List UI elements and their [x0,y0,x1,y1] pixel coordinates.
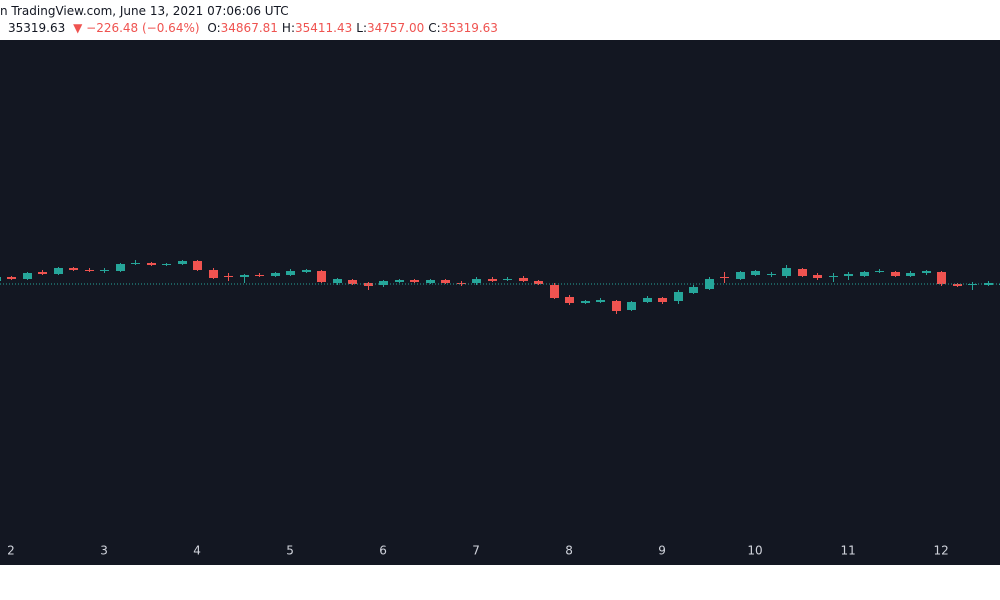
candle-body [643,298,652,302]
candle-body [875,271,884,272]
candle-body [457,283,466,284]
candle-body [503,279,512,280]
x-tick-label: 9 [658,544,666,558]
x-tick-label: 11 [840,544,855,558]
x-tick-label: 10 [747,544,762,558]
candle-body [38,272,47,274]
candle-body [674,292,683,301]
ohlc-label: O: [207,21,221,35]
x-tick-label: 8 [565,544,573,558]
candle-body [100,270,109,271]
header: n TradingView.com, June 13, 2021 07:06:0… [0,0,1000,40]
candle-body [255,275,264,276]
candle-body [720,277,729,278]
candle-body [519,278,528,281]
candle-body [829,276,838,277]
candle-body [426,280,435,283]
ohlc-label: L: [356,21,367,35]
candle-body [891,272,900,276]
ohlc: O:34867.81 H:35411.43 L:34757.00 C:35319.63 [203,21,498,35]
x-tick-label: 5 [286,544,294,558]
candle-body [224,276,233,277]
candle-body [240,275,249,277]
candle-body [271,273,280,276]
price: 35319.63 [8,21,66,35]
candle-body [317,271,326,282]
candle-body [488,279,497,281]
candle-body [410,280,419,282]
candle-body [23,273,32,279]
candle-body [565,297,574,303]
candle-body [813,275,822,278]
candle-body [364,283,373,286]
candle-body [193,261,202,270]
chart: 2 3 4 5 6 7 8 9 10 11 12 [0,40,1000,565]
candle-body [860,272,869,276]
candle-body [286,271,295,275]
x-tick-label: 7 [472,544,480,558]
candle-body [798,269,807,276]
candle-body [178,261,187,264]
candle-body [767,274,776,275]
candle-body [147,263,156,265]
ohlc-label: C: [428,21,441,35]
x-tick-label: 6 [379,544,387,558]
quote-line: 35319.63 ▼ −226.48 (−0.64%) O:34867.81 H:… [8,21,498,35]
x-tick-label: 4 [193,544,201,558]
plot-background [0,40,1000,565]
candle-body [581,301,590,303]
candle-body [782,268,791,276]
candle-body [472,279,481,283]
candle-body [395,280,404,282]
candle-body [844,274,853,276]
change: ▼ −226.48 (−0.64%) [73,21,200,35]
candle-body [69,268,78,270]
candle-body [953,284,962,286]
candle-body [612,301,621,311]
ohlc-value: 35319.63 [440,21,498,35]
candle-body [209,270,218,278]
candle-body [379,281,388,285]
ohlc-value: 35411.43 [295,21,353,35]
candle-body [937,272,946,284]
candle-body [689,287,698,293]
candle-body [705,279,714,289]
candle-body [550,285,559,298]
candle-body [162,264,171,265]
candle-body [906,273,915,276]
candle-body [7,277,16,279]
candle-body [54,268,63,274]
source-line: n TradingView.com, June 13, 2021 07:06:0… [0,4,289,18]
candle-body [596,300,605,302]
candle-body [441,280,450,283]
ohlc-value: 34757.00 [367,21,425,35]
candle-body [302,270,311,272]
candle-body [116,264,125,271]
candle-body [751,271,760,275]
x-tick-label: 3 [100,544,108,558]
candle-body [658,298,667,302]
x-tick-label: 12 [933,544,948,558]
candle-body [333,279,342,283]
candle-body [736,272,745,279]
ohlc-value: 34867.81 [220,21,278,35]
candle-body [627,302,636,310]
candle-body [0,277,1,281]
candle-body [984,283,993,285]
candle-body [348,280,357,284]
candle-body [131,263,140,264]
x-tick-label: 2 [7,544,15,558]
candle-body [922,271,931,273]
candle-body [85,270,94,271]
ohlc-label: H: [281,21,295,35]
candle-body [534,281,543,284]
